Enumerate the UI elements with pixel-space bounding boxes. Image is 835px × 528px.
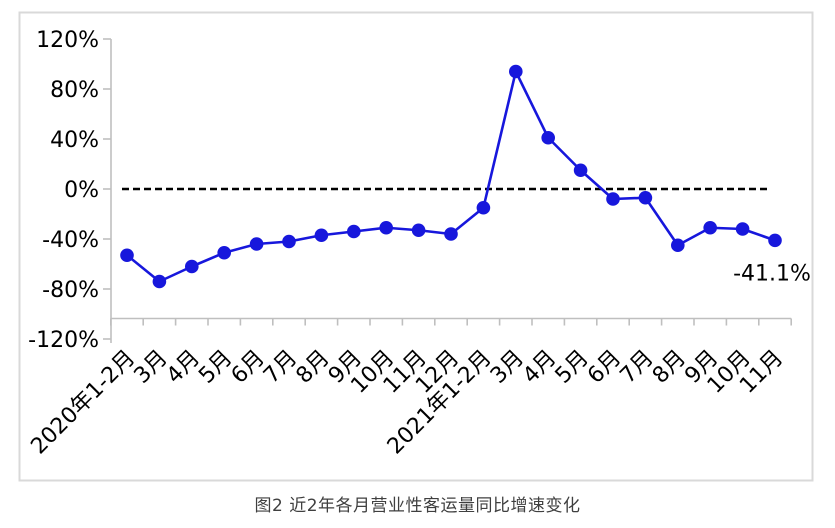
- data-point-marker: [573, 163, 588, 178]
- data-point-marker: [768, 233, 782, 248]
- data-point-marker: [120, 248, 134, 263]
- data-point-marker: [703, 220, 717, 235]
- data-point-marker: [735, 222, 750, 236]
- data-point-marker: [152, 274, 167, 289]
- data-point-marker: [282, 234, 296, 249]
- data-point-marker: [314, 228, 329, 243]
- data-point-marker: [347, 224, 361, 239]
- data-point-marker: [379, 220, 394, 235]
- y-axis-label: 0%: [64, 178, 99, 203]
- y-axis-label: -120%: [28, 328, 99, 353]
- data-point-marker: [217, 245, 231, 260]
- data-point-marker: [638, 190, 653, 205]
- y-axis-label: -80%: [42, 278, 99, 303]
- data-point-marker: [509, 64, 523, 79]
- x-axis-label: 2020年1-2月: [26, 346, 140, 460]
- data-point-marker: [606, 192, 620, 206]
- data-point-marker: [541, 130, 555, 145]
- data-point-marker: [476, 200, 491, 215]
- last-value-label: -41.1%: [733, 261, 811, 286]
- y-axis-label: -40%: [42, 228, 99, 253]
- data-point-marker: [671, 238, 685, 253]
- data-point-marker: [444, 227, 458, 241]
- y-axis-label: 120%: [36, 28, 99, 53]
- data-point-marker: [411, 223, 426, 238]
- data-point-marker: [249, 237, 264, 251]
- y-axis-label: 80%: [50, 78, 99, 103]
- y-axis-label: 40%: [50, 128, 99, 153]
- data-point-marker: [185, 259, 199, 274]
- figure-caption: 图2 近2年各月营业性客运量同比增速变化: [254, 496, 581, 516]
- chart-frame: [18, 11, 814, 482]
